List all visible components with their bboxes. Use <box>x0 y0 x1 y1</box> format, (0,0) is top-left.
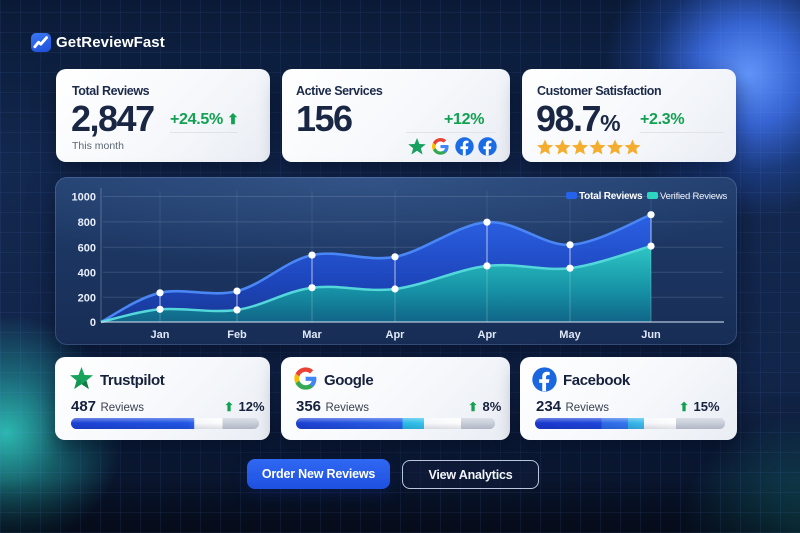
svg-text:Jun: Jun <box>641 329 661 341</box>
svg-text:Feb: Feb <box>227 329 247 341</box>
svg-text:600: 600 <box>78 242 96 254</box>
svg-text:400: 400 <box>78 267 96 279</box>
svg-text:Verified Reviews: Verified Reviews <box>660 191 727 202</box>
svg-text:Apr: Apr <box>478 329 498 341</box>
svg-text:200: 200 <box>78 292 96 304</box>
svg-text:Total Reviews: Total Reviews <box>579 191 643 202</box>
svg-text:Jan: Jan <box>151 329 170 341</box>
svg-text:Mar: Mar <box>302 329 322 341</box>
svg-text:800: 800 <box>78 217 96 229</box>
svg-text:May: May <box>559 329 581 341</box>
svg-text:1000: 1000 <box>72 192 96 204</box>
svg-text:0: 0 <box>90 317 96 329</box>
svg-text:Apr: Apr <box>386 329 406 341</box>
